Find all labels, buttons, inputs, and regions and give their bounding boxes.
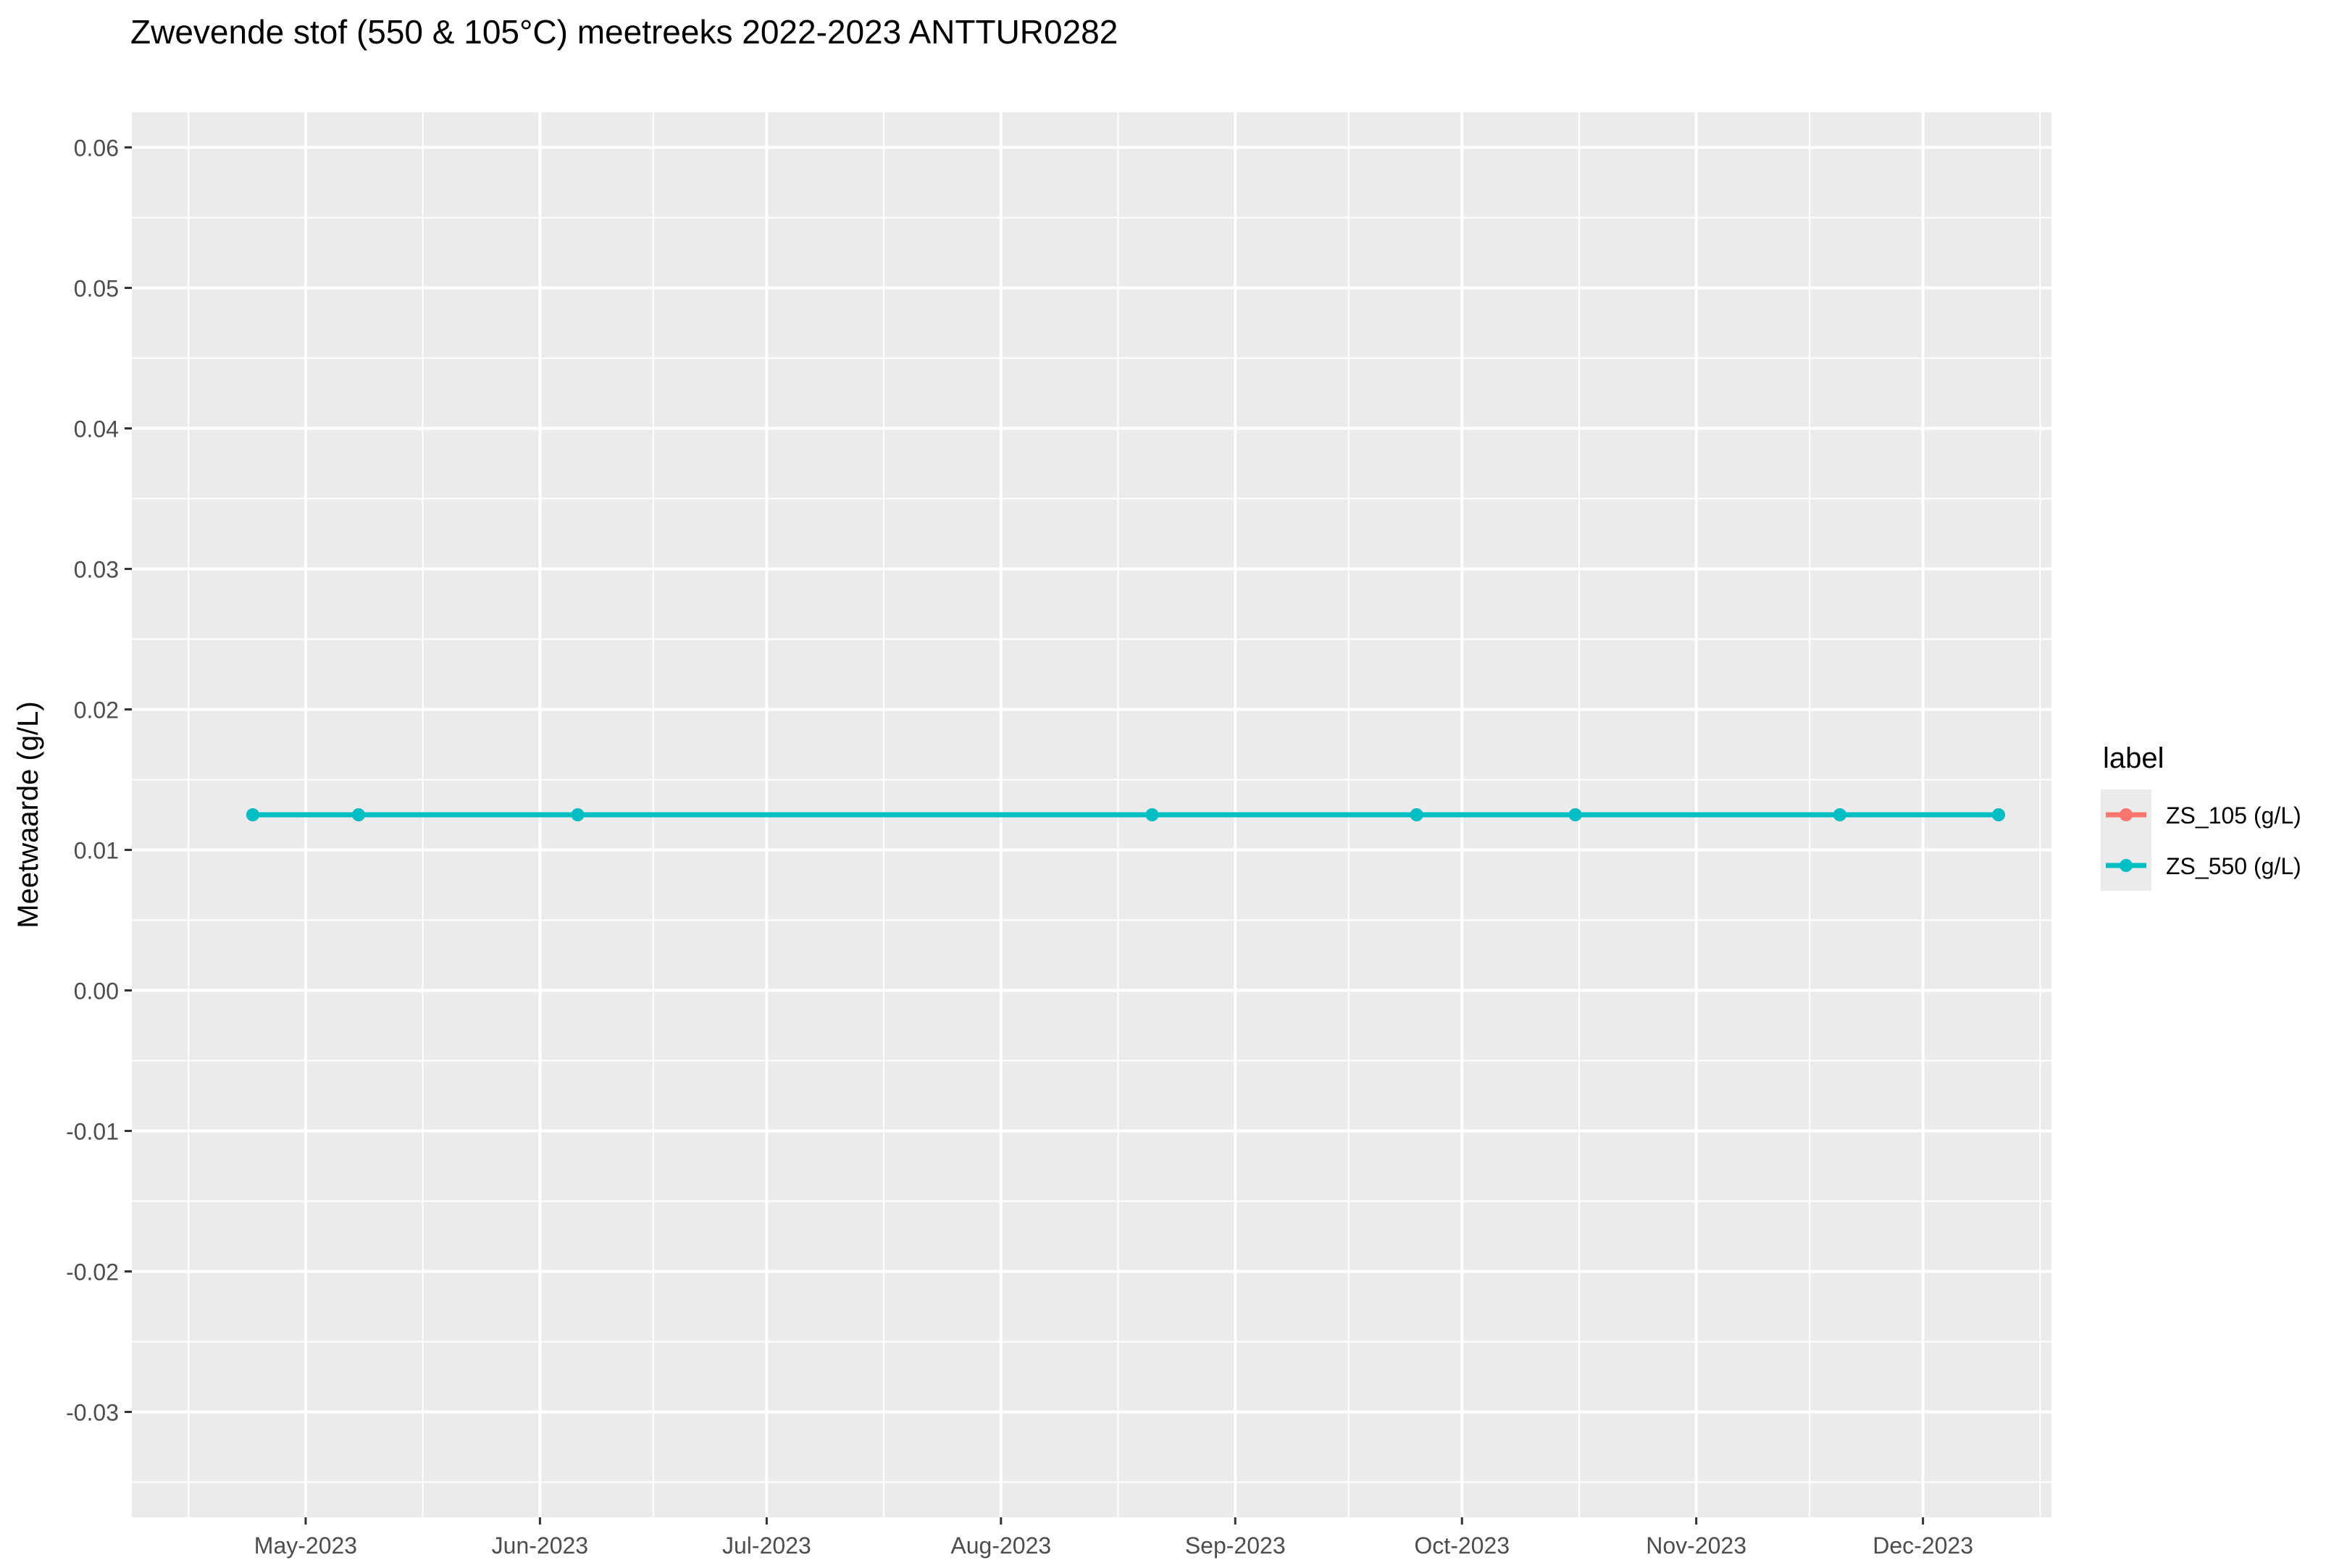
major-gridlines [132,112,2051,1517]
chart-title: Zwevende stof (550 & 105°C) meetreeks 20… [130,13,1118,51]
data-point [1568,808,1582,821]
y-tick-label: 0.05 [74,276,119,302]
y-tick-label: 0.04 [74,416,119,443]
x-axis: May-2023 Jun-2023 Jul-2023 Aug-2023 Sep-2023… [254,1517,1973,1559]
y-tick-label: 0.03 [74,557,119,583]
x-tick-label: Jul-2023 [722,1533,811,1559]
legend-label: ZS_550 (g/L) [2166,853,2301,879]
x-tick-label: May-2023 [254,1533,357,1559]
legend-keys: ZS_105 (g/L) ZS_550 (g/L) [2101,789,2301,891]
data-point [351,808,365,821]
y-tick-label: -0.02 [66,1259,119,1286]
y-tick-label: 0.00 [74,978,119,1005]
x-tick-label: Sep-2023 [1185,1533,1286,1559]
y-tick-label: -0.03 [66,1400,119,1426]
data-point [1145,808,1159,821]
legend-title: label [2103,742,2164,774]
legend-key-point [2120,859,2133,872]
legend: label ZS_105 (g/L) ZS_550 (g/L) [2101,742,2301,891]
y-axis: -0.03 -0.02 -0.01 0.00 0.01 0.02 0.03 0.04 0.05 0… [66,135,132,1426]
x-tick-label: Dec-2023 [1873,1533,1973,1559]
series-layer [246,808,2005,821]
data-point [1833,808,1846,821]
legend-key-point [2120,808,2133,821]
x-tick-label: Jun-2023 [492,1533,588,1559]
x-tick-label: Oct-2023 [1414,1533,1510,1559]
y-tick-label: 0.02 [74,697,119,724]
data-point [1991,808,2005,821]
x-tick-label: Aug-2023 [950,1533,1051,1559]
x-tick-label: Nov-2023 [1646,1533,1746,1559]
y-axis-label: Meetwaarde (g/L) [12,701,44,928]
y-tick-label: 0.01 [74,838,119,864]
data-point [571,808,585,821]
data-point [246,808,259,821]
y-tick-label: 0.06 [74,135,119,162]
data-point [1410,808,1423,821]
y-tick-label: -0.01 [66,1119,119,1145]
legend-label: ZS_105 (g/L) [2166,802,2301,829]
